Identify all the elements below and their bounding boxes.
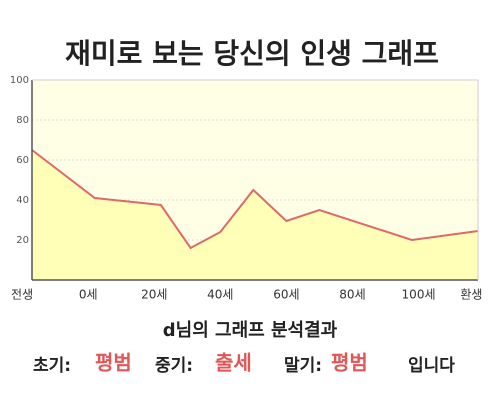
chart-title: 재미로 보는 당신의 인생 그래프 [65, 37, 439, 70]
middle-label: 중기: [155, 356, 193, 376]
area-fill [32, 150, 478, 280]
y-tick-label: 80 [16, 115, 29, 126]
x-tick-label: 80세 [339, 288, 365, 302]
x-tick-label: 환생 [460, 288, 482, 302]
y-tick-label: 20 [16, 235, 29, 246]
analysis-title: d님의 그래프 분석결과 [163, 320, 338, 341]
x-tick-label: 100세 [402, 288, 436, 302]
x-tick-label: 전생 [11, 288, 33, 302]
middle-value: 출세 [215, 351, 252, 375]
x-tick-label: 0세 [79, 288, 98, 302]
x-tick-label: 40세 [207, 288, 233, 302]
early-label: 초기: [33, 356, 71, 376]
ending: 입니다 [408, 356, 455, 376]
y-tick-label: 60 [16, 155, 29, 166]
early-value: 평범 [95, 351, 132, 375]
plot: 20 40 60 80 100 전생 0세 20세 40세 60세 80세 100세 환생 [10, 75, 483, 302]
y-tick-label: 40 [16, 195, 29, 206]
y-tick-label: 100 [10, 75, 29, 86]
x-tick-label: 60세 [273, 288, 299, 302]
late-value: 평범 [331, 351, 368, 375]
late-label: 말기: [284, 355, 322, 376]
line [31, 149, 479, 250]
x-tick-label: 20세 [141, 288, 167, 302]
